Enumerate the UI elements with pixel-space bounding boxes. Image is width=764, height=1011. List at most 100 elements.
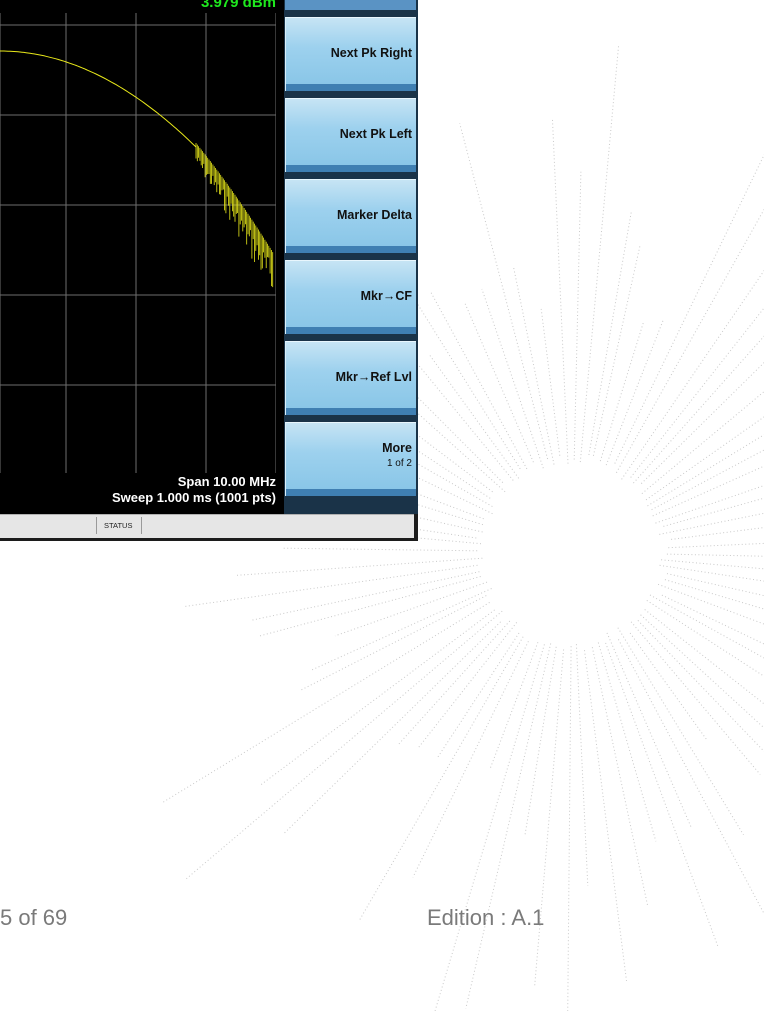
softkey-cap bbox=[286, 84, 416, 91]
burst-ray bbox=[417, 622, 518, 749]
burst-ray bbox=[633, 335, 764, 484]
burst-ray bbox=[605, 320, 664, 466]
burst-ray bbox=[299, 595, 487, 691]
burst-ray bbox=[436, 632, 520, 759]
burst-ray bbox=[644, 609, 764, 705]
burst-ray bbox=[645, 416, 764, 501]
next-peak-right-softkey[interactable]: Next Pk Right bbox=[285, 17, 416, 91]
burst-ray bbox=[335, 498, 483, 533]
softkey-cap bbox=[286, 165, 416, 172]
burst-ray bbox=[465, 643, 552, 1009]
burst-ray bbox=[428, 354, 520, 479]
burst-ray bbox=[651, 449, 764, 511]
more-softkey[interactable]: More 1 of 2 bbox=[285, 422, 416, 496]
burst-ray bbox=[310, 588, 492, 671]
softkey-cap bbox=[286, 408, 416, 415]
edition-label: Edition : A.1 bbox=[427, 905, 545, 930]
burst-ray bbox=[655, 485, 764, 524]
noise-spikes bbox=[195, 143, 274, 288]
burst-ray bbox=[630, 307, 764, 478]
status-bar: STATUS bbox=[0, 514, 414, 539]
burst-ray bbox=[592, 245, 641, 456]
burst-ray bbox=[575, 644, 589, 886]
burst-ray bbox=[599, 322, 644, 462]
softkey-label: Marker Delta bbox=[336, 208, 412, 222]
next-peak-left-softkey[interactable]: Next Pk Left bbox=[285, 98, 416, 172]
burst-ray bbox=[668, 542, 764, 549]
marker-to-center-freq-softkey[interactable]: Mkr→CF bbox=[285, 260, 416, 334]
marker-delta-softkey[interactable]: Marker Delta bbox=[285, 179, 416, 253]
burst-ray bbox=[459, 123, 549, 460]
burst-ray bbox=[434, 644, 545, 1011]
softkey-label: Mkr→CF bbox=[360, 289, 412, 303]
burst-ray bbox=[184, 564, 478, 607]
burst-ray bbox=[573, 171, 582, 460]
burst-ray bbox=[640, 361, 764, 484]
burst-ray bbox=[358, 636, 524, 921]
spectrum-plot bbox=[0, 13, 276, 473]
burst-ray bbox=[334, 581, 488, 637]
marker-amplitude-readout: 3.979 dBm bbox=[200, 0, 276, 11]
softkey-label: Next Pk Left bbox=[339, 127, 412, 141]
burst-ray bbox=[579, 45, 620, 463]
window-frame-edge bbox=[414, 514, 418, 541]
burst-ray bbox=[430, 292, 528, 470]
burst-ray bbox=[584, 650, 627, 981]
burst-ray bbox=[666, 573, 764, 597]
burst-ray bbox=[412, 641, 529, 878]
burst-ray bbox=[606, 632, 692, 829]
burst-ray bbox=[513, 266, 555, 465]
burst-ray bbox=[630, 621, 761, 775]
burst-ray bbox=[588, 212, 632, 455]
burst-ray bbox=[283, 547, 478, 552]
burst-ray bbox=[186, 610, 503, 880]
burst-ray bbox=[260, 609, 495, 786]
burst-ray bbox=[464, 303, 534, 463]
softkey-label: More bbox=[382, 441, 412, 455]
burst-ray bbox=[649, 594, 764, 659]
burst-ray bbox=[664, 579, 764, 610]
window-frame-edge bbox=[0, 538, 418, 541]
burst-ray bbox=[481, 288, 544, 469]
burst-ray bbox=[282, 621, 501, 835]
softkey-page-indicator: 1 of 2 bbox=[386, 458, 412, 469]
softkey-label: Mkr→Ref Lvl bbox=[335, 370, 412, 384]
span-readout: Span 10.00 MHz bbox=[177, 474, 276, 489]
burst-ray bbox=[161, 601, 490, 804]
burst-ray bbox=[621, 269, 764, 480]
page-number: 5 of 69 bbox=[0, 905, 68, 930]
burst-ray bbox=[657, 583, 764, 625]
softkey-top-cap bbox=[285, 0, 416, 10]
burst-ray bbox=[397, 620, 511, 746]
burst-ray bbox=[524, 646, 557, 835]
softkey-label: Next Pk Right bbox=[330, 46, 412, 60]
softkey-cap bbox=[286, 327, 416, 334]
sweep-readout: Sweep 1.000 ms (1001 pts) bbox=[111, 490, 276, 505]
burst-ray bbox=[615, 208, 764, 473]
burst-ray bbox=[236, 557, 483, 576]
burst-ray bbox=[661, 594, 764, 645]
burst-ray bbox=[591, 647, 649, 908]
status-cell[interactable] bbox=[96, 517, 142, 534]
burst-ray bbox=[659, 512, 764, 535]
burst-ray bbox=[551, 117, 569, 464]
burst-ray bbox=[489, 642, 539, 769]
burst-ray bbox=[540, 307, 561, 456]
status-label: STATUS bbox=[104, 521, 133, 530]
burst-ray bbox=[629, 632, 708, 741]
burst-ray bbox=[652, 465, 764, 517]
burst-ray bbox=[666, 553, 764, 557]
burst-ray bbox=[259, 576, 481, 637]
softkey-cap bbox=[286, 246, 416, 253]
burst-ray bbox=[617, 639, 764, 915]
burst-ray bbox=[243, 152, 514, 481]
plot-grid bbox=[0, 13, 276, 473]
burst-ray bbox=[250, 571, 480, 621]
burst-ray bbox=[614, 153, 764, 464]
burst-ray bbox=[344, 323, 504, 483]
burst-ray bbox=[659, 564, 764, 582]
burst-ray bbox=[661, 559, 764, 570]
burst-ray bbox=[597, 642, 657, 842]
burst-ray bbox=[641, 391, 764, 494]
marker-to-ref-level-softkey[interactable]: Mkr→Ref Lvl bbox=[285, 341, 416, 415]
